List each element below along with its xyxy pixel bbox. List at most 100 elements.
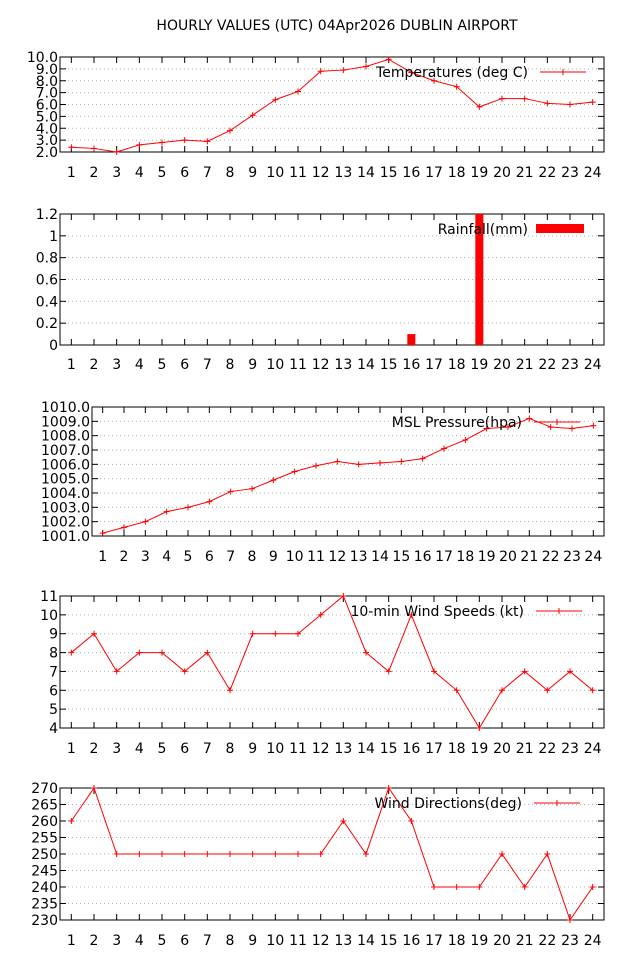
x-tick-label: 15: [380, 357, 398, 373]
x-tick-label: 10: [266, 741, 284, 757]
x-tick-label: 10: [286, 549, 304, 565]
data-point: [441, 445, 447, 452]
data-point: [91, 145, 97, 152]
x-tick-label: 17: [425, 357, 443, 373]
x-tick-label: 17: [425, 165, 443, 181]
plot-frame: [59, 213, 605, 346]
y-tick-label: 1008.0: [41, 429, 90, 445]
x-tick-label: 4: [135, 933, 144, 949]
y-tick-label: 270: [31, 781, 58, 797]
data-point: [68, 144, 75, 151]
x-tick-label: 13: [350, 549, 368, 565]
data-point: [340, 818, 347, 824]
legend-label: MSL Pressure(hpa): [392, 415, 522, 431]
chart-pressure: 1001.01002.01003.01004.01005.01006.01007…: [41, 400, 605, 565]
x-tick-label: 3: [141, 549, 150, 565]
data-point: [295, 88, 301, 95]
data-point: [521, 884, 528, 890]
x-tick-label: 6: [205, 549, 214, 565]
data-point: [526, 415, 533, 422]
data-point: [419, 455, 426, 462]
data-point: [270, 477, 277, 484]
x-tick-label: 19: [478, 549, 496, 565]
data-point: [159, 139, 165, 146]
data-point: [142, 518, 149, 525]
x-tick-label: 21: [516, 741, 534, 757]
x-tick-label: 11: [289, 165, 307, 181]
x-tick-label: 2: [90, 357, 99, 373]
data-point: [431, 668, 437, 675]
data-point: [476, 884, 483, 890]
x-tick-label: 17: [435, 549, 453, 565]
x-tick-label: 2: [90, 741, 99, 757]
x-tick-label: 4: [162, 549, 171, 565]
data-point: [385, 785, 392, 791]
x-tick-label: 19: [470, 741, 488, 757]
data-point: [453, 83, 460, 90]
x-tick-label: 24: [584, 549, 602, 565]
data-point: [408, 69, 415, 76]
data-point: [317, 611, 324, 618]
x-tick-label: 2: [90, 933, 99, 949]
data-point: [163, 508, 170, 515]
x-tick-label: 12: [312, 741, 330, 757]
x-tick-label: 15: [392, 549, 410, 565]
x-tick-label: 20: [493, 933, 511, 949]
x-tick-label: 12: [312, 933, 330, 949]
x-tick-label: 24: [584, 165, 602, 181]
series-line: [70, 786, 594, 922]
y-tick-label: 1010.0: [41, 400, 90, 416]
x-tick-label: 16: [402, 165, 420, 181]
data-point: [272, 851, 279, 857]
data-point: [206, 498, 213, 505]
x-tick-label: 18: [448, 933, 466, 949]
y-tick-label: 1006.0: [41, 457, 90, 473]
data-point: [317, 851, 324, 857]
x-tick-label: 6: [180, 165, 189, 181]
legend-marker: [554, 800, 560, 806]
data-point: [113, 149, 120, 155]
y-tick-label: 1.2: [36, 207, 58, 223]
x-tick-label: 1: [67, 165, 76, 181]
x-tick-label: 23: [561, 933, 579, 949]
data-point: [291, 468, 298, 475]
y-tick-label: 1002.0: [41, 515, 90, 531]
x-tick-label: 17: [425, 933, 443, 949]
data-point: [544, 687, 551, 694]
y-tick-label: 1: [49, 229, 58, 245]
data-point: [334, 458, 341, 465]
data-point: [181, 668, 188, 675]
x-tick-label: 20: [493, 165, 511, 181]
data-point: [91, 630, 97, 637]
data-point: [313, 462, 319, 469]
data-point: [204, 138, 211, 145]
x-tick-label: 20: [499, 549, 517, 565]
x-tick-label: 5: [158, 741, 167, 757]
y-tick-label: 3.0: [36, 133, 58, 149]
x-tick-label: 1: [67, 357, 76, 373]
x-tick-label: 16: [402, 357, 420, 373]
data-point: [227, 127, 233, 134]
x-tick-label: 9: [248, 741, 257, 757]
bar: [407, 334, 416, 345]
data-point: [136, 649, 143, 656]
y-tick-label: 0.8: [36, 251, 58, 267]
y-tick-label: 250: [31, 847, 58, 863]
x-tick-label: 18: [448, 165, 466, 181]
x-tick-label: 14: [357, 741, 375, 757]
y-tick-label: 235: [31, 897, 58, 913]
data-point: [204, 649, 211, 656]
x-tick-label: 12: [312, 357, 330, 373]
legend-marker: [556, 608, 562, 614]
data-point: [99, 530, 106, 537]
x-tick-label: 16: [414, 549, 432, 565]
data-point: [567, 668, 573, 675]
x-tick-label: 11: [289, 357, 307, 373]
x-tick-label: 3: [112, 933, 121, 949]
y-tick-label: 5.0: [36, 109, 58, 125]
x-tick-label: 23: [561, 165, 579, 181]
data-point: [363, 649, 369, 656]
